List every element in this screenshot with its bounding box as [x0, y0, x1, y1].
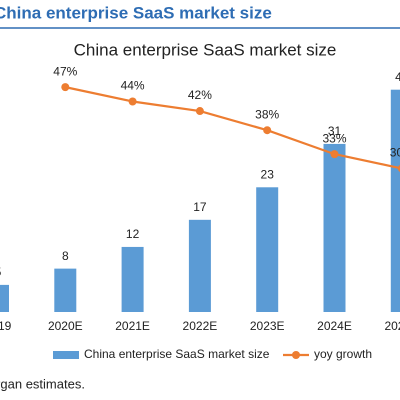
bar	[256, 187, 279, 312]
line-point	[195, 107, 204, 116]
bar	[188, 219, 211, 312]
page-heading: China enterprise SaaS market size	[0, 3, 272, 22]
line-point	[330, 150, 339, 159]
x-tick-label: 2023E	[250, 319, 285, 333]
bar	[323, 143, 346, 312]
legend-swatch	[53, 351, 79, 359]
line-point	[263, 126, 272, 135]
x-tick-label: 2019	[0, 319, 12, 333]
line-value-label: 47%	[53, 64, 77, 78]
line-value-label: 42%	[188, 88, 212, 102]
bar-value-label: 8	[62, 249, 69, 263]
line-point	[61, 83, 70, 92]
bar	[390, 89, 400, 312]
line-value-label: 44%	[121, 79, 145, 93]
legend-swatch	[292, 351, 300, 359]
footer: Morgan estimates.	[0, 376, 85, 391]
bar-value-label: 17	[193, 200, 207, 214]
line-value-label: 30%	[390, 146, 400, 160]
chart-title: China enterprise SaaS market size	[74, 40, 337, 59]
line-value-label: 33%	[322, 131, 346, 145]
bar-value-label: 41	[395, 70, 400, 84]
x-tick-label: 2020E	[48, 319, 83, 333]
x-tick-label: 2025E	[384, 319, 400, 333]
bar-value-label: 5	[0, 265, 2, 279]
bar	[54, 268, 77, 312]
line	[65, 86, 400, 170]
bar-value-label: 12	[126, 227, 140, 241]
line-point	[128, 97, 137, 106]
bar-value-label: 23	[261, 167, 275, 181]
bar	[121, 246, 144, 312]
x-tick-label: 2024E	[317, 319, 352, 333]
x-tick-label: 2021E	[115, 319, 150, 333]
bar	[0, 284, 9, 312]
line-point	[397, 164, 400, 173]
x-tick-label: 2022E	[183, 319, 218, 333]
line-value-label: 38%	[255, 107, 279, 121]
bar-value-label: 31	[328, 124, 342, 138]
legend-label: China enterprise SaaS market size	[84, 347, 270, 361]
legend-label: yoy growth	[314, 347, 372, 361]
